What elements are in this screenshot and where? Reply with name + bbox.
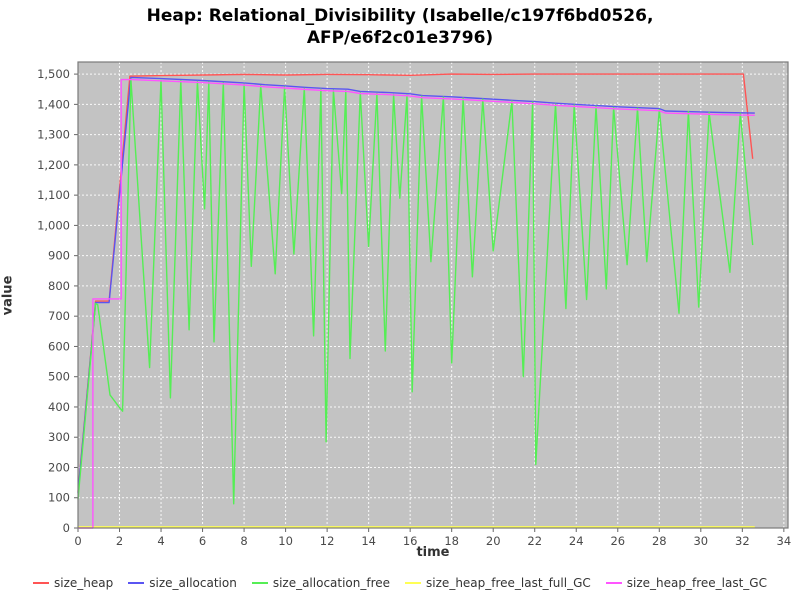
- y-tick-label: 0: [63, 521, 70, 535]
- series-line-size_heap: [77, 73, 754, 492]
- x-tick-label: 8: [240, 534, 247, 548]
- x-tick-label: 0: [74, 534, 81, 548]
- legend-label: size_heap: [54, 576, 114, 590]
- x-tick-label: 30: [693, 534, 708, 548]
- x-tick-label: 4: [157, 534, 164, 548]
- y-tick-label: 1,000: [37, 218, 70, 232]
- x-tick-label: 12: [320, 534, 335, 548]
- chart-title-line1: Heap: Relational_Divisibility (Isabelle/…: [146, 6, 654, 26]
- x-tick-label: 20: [486, 534, 501, 548]
- legend-item-size_allocation_free: size_allocation_free: [251, 576, 391, 590]
- y-tick-label: 900: [48, 249, 70, 263]
- y-tick-label: 400: [48, 400, 70, 414]
- y-tick-label: 200: [48, 460, 70, 474]
- x-tick-label: 34: [777, 534, 792, 548]
- y-tick-label: 800: [48, 279, 70, 293]
- x-tick-label: 10: [278, 534, 293, 548]
- legend-label: size_heap_free_last_full_GC: [426, 576, 591, 590]
- chart-title-line2: AFP/e6f2c01e3796): [306, 28, 494, 49]
- legend-label: size_allocation: [149, 576, 237, 590]
- x-tick-label: 16: [403, 534, 418, 548]
- x-axis-label: time: [416, 545, 450, 560]
- series-line-size_heap_free_last_GC: [78, 78, 755, 529]
- plot-background: [78, 62, 788, 528]
- legend-item-size_heap: size_heap: [33, 576, 113, 590]
- y-tick-label: 1,500: [37, 67, 70, 81]
- x-tick-label: 24: [569, 534, 584, 548]
- y-tick-label: 300: [48, 430, 70, 444]
- y-tick-label: 700: [48, 309, 70, 323]
- y-tick-label: 1,400: [37, 97, 70, 111]
- y-tick-label: 1,200: [37, 158, 70, 172]
- legend-swatch-size_heap_free_last_GC: [605, 582, 622, 584]
- series-line-size_allocation_free: [77, 78, 754, 505]
- x-tick-label: 32: [735, 534, 750, 548]
- legend-item-size_allocation: size_allocation: [128, 576, 237, 590]
- legend: size_heap size_allocation size_allocation_…: [0, 576, 800, 590]
- legend-swatch-size_heap_free_last_full_GC: [405, 582, 422, 584]
- legend-item-size_heap_free_last_full_GC: size_heap_free_last_full_GC: [405, 576, 591, 590]
- x-tick-label: 26: [610, 534, 625, 548]
- y-tick-label: 1,300: [37, 128, 70, 142]
- x-tick-label: 2: [116, 534, 123, 548]
- y-axis-label: value: [0, 275, 16, 316]
- y-tick-label: 500: [48, 370, 70, 384]
- chart-title: Heap: Relational_Divisibility (Isabelle/…: [0, 5, 800, 49]
- legend-label: size_allocation_free: [272, 576, 391, 590]
- x-tick-label: 28: [652, 534, 667, 548]
- legend-swatch-size_allocation_free: [251, 582, 268, 584]
- x-tick-label: 22: [527, 534, 542, 548]
- plot-border: [77, 61, 789, 529]
- y-tick-label: 600: [48, 339, 70, 353]
- legend-item-size_heap_free_last_GC: size_heap_free_last_GC: [605, 576, 767, 590]
- x-tick-label: 14: [361, 534, 376, 548]
- x-tick-label: 18: [444, 534, 459, 548]
- y-tick-label: 1,100: [37, 188, 70, 202]
- legend-swatch-size_heap: [33, 582, 49, 584]
- y-tick-label: 100: [48, 491, 70, 505]
- legend-swatch-size_allocation: [128, 582, 145, 584]
- series-line-size_allocation: [77, 76, 755, 494]
- legend-label: size_heap_free_last_GC: [626, 576, 767, 590]
- x-tick-label: 6: [199, 534, 206, 548]
